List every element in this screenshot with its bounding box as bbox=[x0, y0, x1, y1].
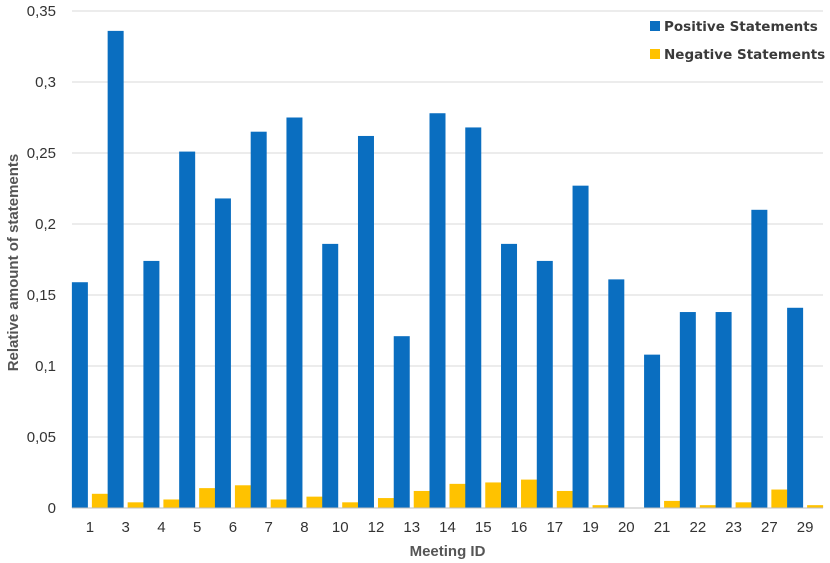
x-tick-label: 3 bbox=[121, 519, 129, 536]
x-tick-label: 19 bbox=[582, 519, 599, 536]
bar-positive-16 bbox=[501, 243, 518, 508]
bar-positive-13 bbox=[393, 336, 410, 508]
bar-negative-13 bbox=[413, 490, 430, 508]
bar-negative-10 bbox=[342, 502, 359, 508]
bar-positive-27 bbox=[751, 209, 768, 509]
bar-negative-12 bbox=[377, 498, 394, 508]
y-tick-label: 0,15 bbox=[27, 287, 56, 304]
y-tick-label: 0,3 bbox=[35, 74, 56, 91]
x-tick-label: 22 bbox=[689, 519, 706, 536]
x-tick-label: 15 bbox=[475, 519, 492, 536]
bar-positive-3 bbox=[107, 30, 124, 508]
x-tick-label: 14 bbox=[439, 519, 456, 536]
bar-positive-7 bbox=[250, 131, 267, 508]
x-tick-label: 10 bbox=[332, 519, 349, 536]
y-tick-label: 0 bbox=[48, 500, 56, 517]
legend-label-negative: Negative Statements bbox=[664, 47, 825, 63]
legend-swatch-positive bbox=[650, 21, 660, 31]
bar-negative-15 bbox=[485, 482, 502, 508]
x-tick-label: 16 bbox=[511, 519, 528, 536]
bar-positive-22 bbox=[679, 312, 696, 508]
y-tick-label: 0,25 bbox=[27, 145, 56, 162]
bar-positive-8 bbox=[286, 117, 303, 508]
bar-positive-29 bbox=[787, 307, 804, 508]
bar-negative-1 bbox=[91, 493, 108, 508]
bar-negative-8 bbox=[306, 496, 323, 508]
bar-positive-21 bbox=[644, 354, 661, 508]
bar-positive-15 bbox=[465, 127, 482, 508]
x-tick-label: 23 bbox=[725, 519, 742, 536]
bar-negative-17 bbox=[556, 490, 573, 508]
bar-positive-14 bbox=[429, 113, 446, 509]
x-tick-label: 27 bbox=[761, 519, 778, 536]
bar-negative-23 bbox=[735, 502, 752, 508]
x-tick-label: 1 bbox=[86, 519, 94, 536]
x-tick-label: 7 bbox=[265, 519, 273, 536]
x-tick-label: 5 bbox=[193, 519, 201, 536]
x-axis-ticks: 1 3 4 5 6 7 8 10 12 13 14 15 16 17 19 20 21 22 23 27 29 bbox=[86, 519, 814, 536]
bar-negative-5 bbox=[199, 488, 216, 508]
bar-negative-21 bbox=[664, 500, 681, 508]
bar-positive-10 bbox=[322, 243, 339, 508]
y-axis-title: Relative amount of statements bbox=[5, 154, 22, 372]
bar-positive-1 bbox=[71, 282, 88, 508]
x-tick-label: 29 bbox=[797, 519, 814, 536]
bar-positive-20 bbox=[608, 279, 625, 508]
x-tick-label: 8 bbox=[300, 519, 308, 536]
bar-negative-19 bbox=[592, 505, 609, 508]
x-axis-title: Meeting ID bbox=[410, 543, 486, 560]
bar-negative-6 bbox=[234, 485, 251, 508]
bar-negative-27 bbox=[771, 489, 788, 508]
y-tick-label: 0,05 bbox=[27, 429, 56, 446]
y-tick-label: 0,35 bbox=[27, 3, 56, 20]
x-tick-label: 20 bbox=[618, 519, 635, 536]
x-tick-label: 21 bbox=[654, 519, 671, 536]
y-tick-label: 0,2 bbox=[35, 216, 56, 233]
bar-positive-4 bbox=[143, 260, 160, 508]
bar-positive-17 bbox=[536, 260, 553, 508]
bar-positive-12 bbox=[357, 135, 374, 508]
bar-positive-6 bbox=[214, 198, 231, 508]
bars bbox=[71, 30, 824, 509]
x-tick-label: 12 bbox=[368, 519, 385, 536]
bar-positive-23 bbox=[715, 312, 732, 508]
x-tick-label: 6 bbox=[229, 519, 237, 536]
x-tick-label: 13 bbox=[403, 519, 420, 536]
legend-swatch-negative bbox=[650, 49, 660, 59]
bar-negative-4 bbox=[163, 499, 180, 508]
legend: Positive Statements Negative Statements bbox=[650, 19, 825, 63]
x-tick-label: 4 bbox=[157, 519, 165, 536]
y-axis-ticks: 0 0,05 0,1 0,15 0,2 0,25 0,3 0,35 bbox=[27, 3, 56, 517]
bar-negative-16 bbox=[521, 479, 538, 508]
bar-negative-14 bbox=[449, 483, 466, 508]
bar-positive-19 bbox=[572, 185, 589, 508]
gridlines bbox=[72, 10, 823, 438]
bar-negative-29 bbox=[807, 505, 824, 508]
bar-positive-5 bbox=[179, 151, 196, 508]
x-tick-label: 17 bbox=[546, 519, 563, 536]
legend-label-positive: Positive Statements bbox=[664, 19, 818, 35]
bar-negative-3 bbox=[127, 502, 144, 508]
y-tick-label: 0,1 bbox=[35, 358, 56, 375]
bar-negative-22 bbox=[699, 505, 716, 508]
bar-negative-7 bbox=[270, 499, 287, 508]
